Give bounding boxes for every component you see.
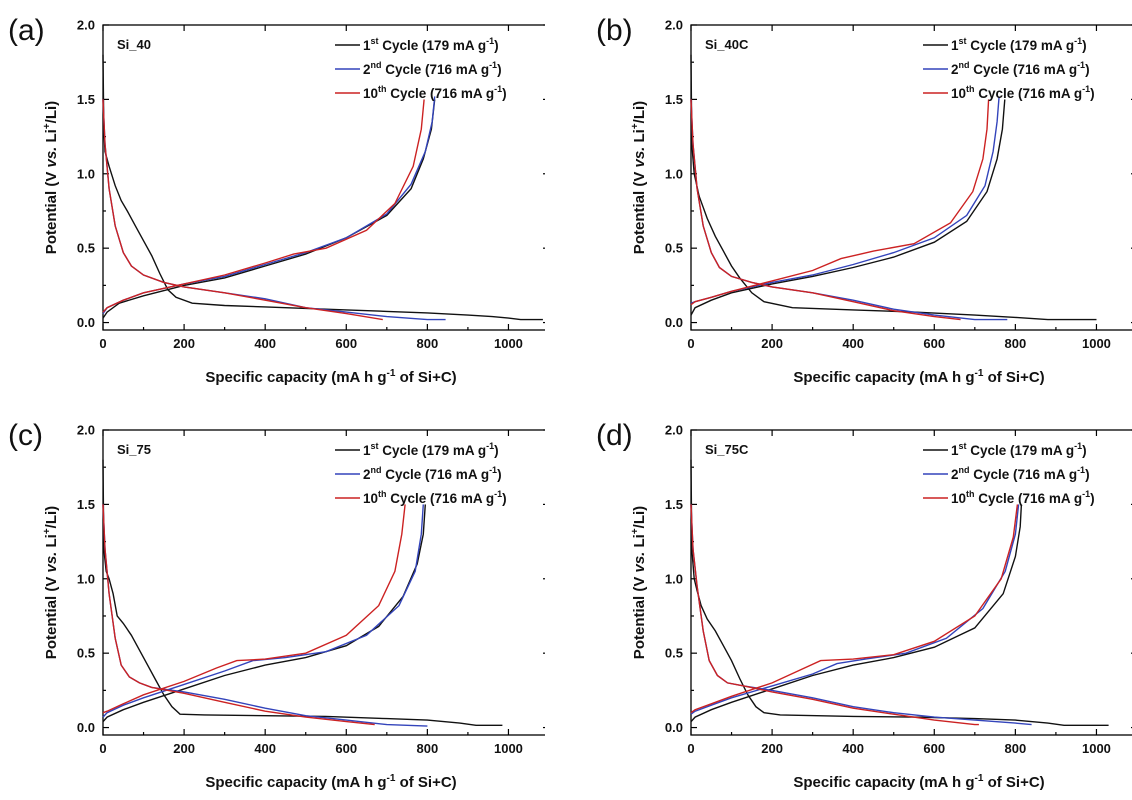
y-tick-label: 1.0 [665, 166, 683, 181]
x-tick-label: 0 [99, 336, 106, 351]
x-tick-label: 1000 [1082, 336, 1111, 351]
y-tick-label: 1.0 [665, 571, 683, 586]
x-tick-label: 400 [842, 741, 864, 756]
legend-entry: 2nd Cycle (716 mA g-1) [951, 465, 1090, 482]
x-tick-label: 200 [173, 741, 195, 756]
x-tick-label: 200 [173, 336, 195, 351]
x-tick-label: 600 [335, 336, 357, 351]
panel-label: (d) [596, 419, 633, 452]
chart-panel-c: 0 200 400 600 800 1000 0.0 0.5 1.0 1.5 2.0 (c) Si_75… [0, 405, 545, 800]
legend-entry: 2nd Cycle (716 mA g-1) [363, 465, 502, 482]
legend-entry: 1st Cycle (179 mA g-1) [951, 36, 1087, 53]
panel-label: (c) [8, 419, 43, 452]
sample-label: Si_75C [705, 442, 749, 457]
series-line [103, 504, 375, 724]
x-axis-label: Specific capacity (mA h g-1 of Si+C) [793, 773, 1044, 791]
series-line [103, 504, 423, 717]
x-tick-label: 800 [417, 741, 439, 756]
y-axis-label: Potential (V vs. Li+/Li) [42, 506, 60, 659]
x-tick-label: 0 [687, 336, 694, 351]
legend-entry: 10th Cycle (716 mA g-1) [951, 84, 1095, 101]
y-tick-label: 1.5 [77, 92, 95, 107]
x-tick-label: 400 [254, 741, 276, 756]
y-tick-label: 2.0 [665, 423, 683, 438]
y-tick-label: 0.5 [77, 241, 95, 256]
x-tick-label: 600 [923, 336, 945, 351]
panel-label: (b) [596, 14, 633, 47]
y-axis-label: Potential (V vs. Li+/Li) [42, 101, 60, 254]
series-line [103, 99, 446, 319]
y-axis-label: Potential (V vs. Li+/Li) [630, 101, 648, 254]
y-tick-label: 1.5 [77, 497, 95, 512]
legend-entry: 2nd Cycle (716 mA g-1) [951, 60, 1090, 77]
series-line [691, 99, 961, 319]
y-tick-label: 0.0 [665, 315, 683, 330]
y-tick-label: 1.0 [77, 166, 95, 181]
legend-entry: 10th Cycle (716 mA g-1) [363, 489, 507, 506]
y-tick-label: 0.5 [77, 646, 95, 661]
y-tick-label: 0.0 [77, 720, 95, 735]
series-line [691, 99, 989, 304]
x-tick-label: 600 [923, 741, 945, 756]
series-line [691, 504, 1017, 712]
x-tick-label: 400 [842, 336, 864, 351]
series-line [691, 504, 979, 724]
legend-entry: 1st Cycle (179 mA g-1) [363, 441, 499, 458]
chart-panel-a: 0 200 400 600 800 1000 0.0 0.5 1.0 1.5 2.0 (a) Si_40… [0, 0, 545, 395]
y-tick-label: 1.0 [77, 571, 95, 586]
chart-panel-d: 0 200 400 600 800 1000 0.0 0.5 1.0 1.5 2.0 (d) Si_75… [588, 405, 1132, 800]
sample-label: Si_75 [117, 442, 151, 457]
series-line [103, 504, 405, 712]
x-tick-label: 600 [335, 741, 357, 756]
y-tick-label: 1.5 [665, 92, 683, 107]
x-tick-label: 200 [761, 741, 783, 756]
chart-panel-b: 0 200 400 600 800 1000 0.0 0.5 1.0 1.5 2.0 (b) Si_40… [588, 0, 1132, 395]
series-line [103, 99, 435, 318]
chart-svg: 0 200 400 600 800 1000 0.0 0.5 1.0 1.5 2.0 (a) Si_40… [0, 0, 545, 390]
series-line [103, 96, 435, 313]
series-line [103, 504, 425, 721]
chart-svg: 0 200 400 600 800 1000 0.0 0.5 1.0 1.5 2.0 (d) Si_75… [588, 405, 1132, 795]
x-tick-label: 800 [1005, 741, 1027, 756]
legend-entry: 10th Cycle (716 mA g-1) [363, 84, 507, 101]
x-tick-label: 1000 [494, 336, 523, 351]
x-tick-label: 800 [1005, 336, 1027, 351]
y-tick-label: 0.5 [665, 646, 683, 661]
series-line [691, 504, 1021, 721]
y-tick-label: 2.0 [77, 18, 95, 33]
panel-label: (a) [8, 14, 45, 47]
x-tick-label: 1000 [1082, 741, 1111, 756]
sample-label: Si_40C [705, 37, 749, 52]
legend-entry: 1st Cycle (179 mA g-1) [951, 441, 1087, 458]
sample-label: Si_40 [117, 37, 151, 52]
chart-svg: 0 200 400 600 800 1000 0.0 0.5 1.0 1.5 2.0 (b) Si_40… [588, 0, 1132, 390]
y-tick-label: 2.0 [77, 423, 95, 438]
series-line [691, 96, 999, 303]
x-tick-label: 0 [687, 741, 694, 756]
x-tick-label: 800 [417, 336, 439, 351]
series-line [691, 99, 1005, 315]
y-tick-label: 2.0 [665, 18, 683, 33]
x-tick-label: 0 [99, 741, 106, 756]
x-tick-label: 400 [254, 336, 276, 351]
x-axis-label: Specific capacity (mA h g-1 of Si+C) [205, 773, 456, 791]
x-tick-label: 1000 [494, 741, 523, 756]
y-tick-label: 0.0 [665, 720, 683, 735]
series-line [103, 504, 427, 726]
chart-svg: 0 200 400 600 800 1000 0.0 0.5 1.0 1.5 2.0 (c) Si_75… [0, 405, 545, 795]
legend-entry: 10th Cycle (716 mA g-1) [951, 489, 1095, 506]
x-axis-label: Specific capacity (mA h g-1 of Si+C) [205, 368, 456, 386]
series-line [691, 504, 1032, 724]
series-line [691, 504, 1019, 714]
x-axis-label: Specific capacity (mA h g-1 of Si+C) [793, 368, 1044, 386]
y-tick-label: 0.5 [665, 241, 683, 256]
legend-entry: 2nd Cycle (716 mA g-1) [363, 60, 502, 77]
y-axis-label: Potential (V vs. Li+/Li) [630, 506, 648, 659]
y-tick-label: 0.0 [77, 315, 95, 330]
series-line [103, 99, 383, 319]
x-tick-label: 200 [761, 336, 783, 351]
series-line [103, 99, 424, 312]
y-tick-label: 1.5 [665, 497, 683, 512]
legend-entry: 1st Cycle (179 mA g-1) [363, 36, 499, 53]
